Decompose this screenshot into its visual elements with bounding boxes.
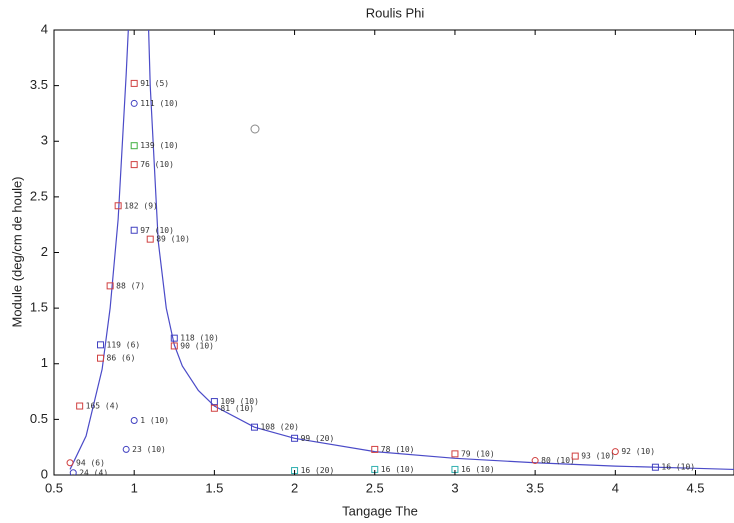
fit-curve: [69, 30, 734, 471]
point-label: 165 (4): [86, 402, 120, 411]
x-axis-label: Tangage The: [342, 503, 418, 518]
point-label: 16 (20): [301, 466, 335, 475]
point-label: 119 (6): [107, 340, 141, 349]
point: [170, 342, 178, 350]
point: [97, 354, 105, 362]
point-label: 118 (10): [180, 334, 219, 343]
x-tick-label: 1.5: [205, 480, 223, 495]
point: [170, 334, 178, 342]
point-label: 90 (10): [180, 341, 214, 350]
point: [122, 445, 130, 453]
point: [250, 423, 258, 431]
point: [130, 161, 138, 169]
point: [130, 99, 138, 107]
point-label: 24 (4): [79, 468, 108, 477]
cursor-icon: [250, 124, 260, 134]
plot-frame: [53, 29, 734, 476]
x-tick-label: 3.5: [526, 480, 544, 495]
y-axis-label: Module (deg/cm de houle): [9, 176, 24, 327]
point-label: 16 (10): [381, 465, 415, 474]
point: [611, 448, 619, 456]
point-label: 76 (10): [140, 160, 174, 169]
x-tick-label: 0.5: [45, 480, 63, 495]
point: [451, 450, 459, 458]
y-tick-label: 4: [41, 21, 48, 36]
point: [97, 341, 105, 349]
point: [130, 142, 138, 150]
point: [130, 79, 138, 87]
point-label: 91 (5): [140, 79, 169, 88]
point-label: 88 (7): [116, 281, 145, 290]
point-label: 97 (10): [140, 226, 174, 235]
point: [106, 282, 114, 290]
y-tick-label: 3: [41, 133, 48, 148]
point-label: 92 (10): [621, 447, 655, 456]
y-tick-label: 2.5: [30, 188, 48, 203]
point-label: 79 (10): [461, 449, 495, 458]
point-label: 139 (10): [140, 141, 179, 150]
point: [76, 402, 84, 410]
point-label: 1 (10): [140, 416, 169, 425]
x-tick-label: 4: [612, 480, 619, 495]
point: [146, 235, 154, 243]
point: [69, 469, 77, 475]
point-label: 86 (6): [107, 354, 136, 363]
point-label: 81 (10): [220, 404, 254, 413]
point-label: 93 (10): [581, 452, 615, 461]
y-tick-label: 2: [41, 244, 48, 259]
point: [531, 457, 539, 465]
point-label: 182 (9): [124, 201, 158, 210]
x-tick-label: 2: [291, 480, 298, 495]
point-label: 111 (10): [140, 99, 179, 108]
point: [66, 459, 74, 467]
y-tick-label: 0: [41, 466, 48, 481]
x-tick-label: 2.5: [366, 480, 384, 495]
y-tick-label: 1.5: [30, 300, 48, 315]
point: [210, 398, 218, 406]
point-label: 23 (10): [132, 445, 166, 454]
point-label: 109 (10): [220, 397, 259, 406]
point-label: 16 (10): [461, 465, 495, 474]
x-tick-label: 4.5: [686, 480, 704, 495]
x-tick-label: 1: [131, 480, 138, 495]
point: [291, 434, 299, 442]
y-tick-label: 3.5: [30, 77, 48, 92]
point-label: 16 (10): [661, 463, 695, 472]
point-label: 80 (10): [541, 456, 575, 465]
point-label: 78 (10): [381, 445, 415, 454]
point: [571, 452, 579, 460]
chart-title: Roulis Phi: [366, 5, 425, 20]
point: [651, 463, 659, 471]
x-tick-label: 3: [451, 480, 458, 495]
point: [130, 416, 138, 424]
plot-area: 91 (5) 111 (10) 139 (10) 76 (10) 182 (9) 97 (…: [66, 30, 734, 477]
y-tick-label: 1: [41, 355, 48, 370]
y-tick-label: 0.5: [30, 411, 48, 426]
point-label: 108 (20): [260, 423, 299, 432]
point-label: 94 (6): [76, 458, 105, 467]
point: [130, 226, 138, 234]
point: [371, 445, 379, 453]
point: [114, 202, 122, 210]
point-label: 99 (20): [301, 434, 335, 443]
point-label: 89 (10): [156, 235, 190, 244]
point: [210, 404, 218, 412]
